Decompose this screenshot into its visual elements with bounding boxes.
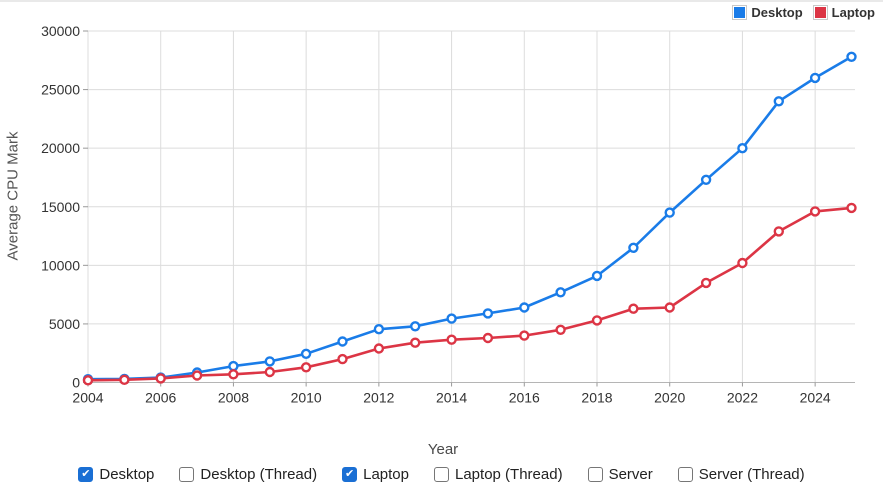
x-tick-label: 2024 — [800, 390, 831, 406]
desktop-point — [300, 348, 312, 359]
desktop-point — [628, 242, 639, 254]
desktop-thread-checkbox[interactable] — [179, 467, 195, 482]
desktop-point — [482, 308, 494, 319]
desktop-point — [228, 360, 239, 372]
y-tick-label: 0 — [72, 375, 80, 391]
x-tick-label: 2008 — [218, 390, 249, 406]
laptop-point — [773, 226, 784, 237]
toggle-desktop-thread[interactable]: Desktop (Thread) — [179, 466, 317, 483]
desktop-series — [82, 51, 857, 385]
laptop-point — [555, 324, 566, 335]
server-checkbox[interactable] — [587, 467, 603, 482]
y-tick-label: 25000 — [41, 82, 80, 98]
desktop-line — [87, 55, 853, 381]
laptop-point — [300, 362, 312, 373]
gridlines — [87, 30, 855, 383]
x-tick-label: 2020 — [654, 390, 685, 406]
laptop-point — [809, 206, 821, 217]
x-tick-label: 2010 — [291, 390, 322, 406]
laptop-line — [87, 206, 852, 382]
chart-legend: Desktop Laptop — [732, 5, 875, 20]
x-tick-label: 2006 — [145, 390, 176, 406]
laptop-point — [737, 257, 748, 269]
desktop-point — [700, 174, 712, 186]
x-tick-label: 2016 — [509, 390, 540, 406]
x-axis: 2004 2006 2008 2010 2012 2014 2016 2018 2020 2022… — [72, 382, 831, 406]
desktop-point — [555, 287, 566, 298]
laptop-point — [446, 334, 457, 345]
y-axis: 0 5000 10000 15000 20000 25000 30000 — [41, 23, 88, 391]
laptop-point — [591, 315, 603, 326]
laptop-point — [228, 369, 239, 380]
desktop-point — [664, 207, 675, 218]
legend-item-desktop[interactable]: Desktop — [732, 5, 803, 20]
laptop-point — [264, 366, 275, 378]
laptop-point — [482, 332, 494, 344]
toggle-server[interactable]: Server — [587, 466, 653, 483]
laptop-point — [155, 373, 166, 384]
toggle-label: Laptop (Thread) — [455, 466, 563, 483]
laptop-checkbox[interactable] — [342, 467, 358, 482]
laptop-point — [373, 343, 385, 354]
toggle-label: Laptop — [363, 466, 409, 483]
x-tick-label: 2004 — [72, 390, 103, 406]
desktop-point — [264, 356, 275, 367]
laptop-point — [700, 277, 712, 289]
desktop-point — [337, 336, 348, 347]
desktop-swatch-icon — [732, 5, 748, 20]
desktop-point — [446, 313, 457, 324]
toggle-label: Server — [608, 466, 653, 483]
legend-item-laptop[interactable]: Laptop — [812, 5, 875, 20]
desktop-point — [519, 302, 530, 313]
desktop-point — [410, 321, 421, 332]
laptop-point — [664, 302, 675, 313]
y-tick-label: 15000 — [41, 199, 80, 215]
series-toggle-bar: Desktop Desktop (Thread) Laptop Laptop (… — [0, 466, 883, 483]
toggle-laptop[interactable]: Laptop — [342, 466, 409, 483]
x-tick-label: 2014 — [436, 390, 467, 406]
laptop-series — [82, 202, 857, 386]
laptop-thread-checkbox[interactable] — [434, 467, 449, 482]
laptop-swatch-icon — [812, 5, 828, 20]
x-axis-title: Year — [427, 441, 459, 458]
y-axis-title: Average CPU Mark — [4, 131, 22, 261]
toggle-server-thread[interactable]: Server (Thread) — [677, 466, 805, 483]
laptop-point — [191, 370, 203, 381]
x-tick-label: 2018 — [581, 390, 612, 406]
laptop-point — [119, 374, 130, 385]
toggle-laptop-thread[interactable]: Laptop (Thread) — [434, 466, 563, 483]
laptop-point — [628, 303, 639, 314]
y-tick-label: 10000 — [41, 257, 80, 273]
desktop-point — [773, 96, 784, 107]
top-divider — [0, 0, 883, 2]
y-tick-label: 20000 — [41, 140, 80, 156]
desktop-checkbox[interactable] — [78, 467, 94, 482]
desktop-point — [809, 72, 821, 84]
laptop-point — [846, 202, 857, 214]
laptop-point — [337, 353, 348, 365]
legend-label-laptop: Laptop — [831, 5, 875, 20]
desktop-point — [591, 270, 603, 282]
desktop-point — [737, 142, 748, 154]
y-tick-label: 5000 — [49, 316, 80, 332]
toggle-label: Desktop — [99, 466, 155, 483]
toggle-label: Desktop (Thread) — [200, 466, 318, 483]
server-thread-checkbox[interactable] — [677, 467, 693, 482]
desktop-point — [373, 324, 385, 335]
x-tick-label: 2022 — [727, 390, 758, 406]
laptop-point — [82, 375, 94, 386]
laptop-point — [519, 330, 530, 341]
y-tick-label: 30000 — [41, 23, 80, 39]
toggle-label: Server (Thread) — [698, 466, 805, 483]
toggle-desktop[interactable]: Desktop — [78, 466, 154, 483]
desktop-point — [846, 51, 857, 62]
legend-label-desktop: Desktop — [751, 5, 803, 20]
x-tick-label: 2012 — [363, 390, 394, 406]
laptop-point — [410, 337, 421, 348]
